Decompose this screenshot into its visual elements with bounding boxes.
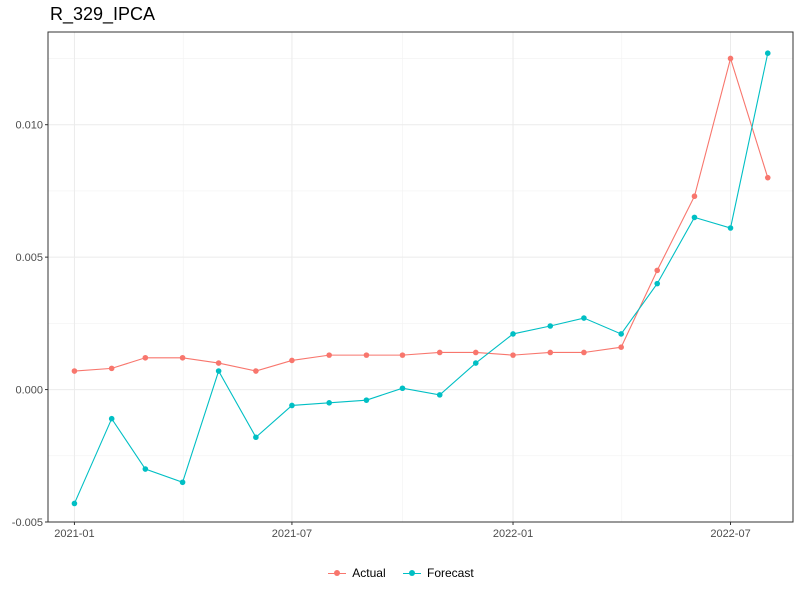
data-point-forecast: [618, 331, 624, 337]
legend-label-actual: Actual: [352, 566, 386, 580]
data-point-forecast: [71, 500, 78, 507]
data-point-forecast: [547, 323, 554, 329]
data-point-actual: [472, 349, 479, 356]
legend: Actual Forecast: [0, 566, 800, 582]
data-point-actual: [581, 349, 587, 356]
y-tick-label: 0.010: [15, 120, 43, 132]
data-point-actual: [71, 368, 78, 374]
y-tick-label: 0.000: [15, 385, 43, 397]
data-point-forecast: [472, 360, 479, 366]
data-point-actual: [618, 344, 624, 350]
data-point-forecast: [764, 50, 771, 56]
data-point-forecast: [363, 397, 370, 403]
x-tick-label: 2022-01: [493, 528, 533, 540]
data-point-actual: [436, 349, 443, 356]
data-point-actual: [326, 352, 332, 358]
y-tick-label: 0.005: [15, 252, 43, 264]
data-point-forecast: [510, 331, 516, 337]
legend-item-actual: Actual: [326, 566, 386, 580]
data-point-forecast: [179, 479, 186, 486]
data-point-forecast: [142, 466, 149, 472]
data-point-forecast: [253, 434, 259, 441]
data-point-actual: [654, 267, 661, 274]
data-point-forecast: [399, 385, 406, 392]
data-point-actual: [691, 193, 698, 200]
chart-title: R_329_IPCA: [50, 4, 156, 24]
y-tick-label: -0.005: [12, 517, 43, 529]
data-point-forecast: [326, 400, 332, 406]
data-point-forecast: [436, 392, 443, 398]
x-tick-label: 2021-01: [54, 528, 94, 540]
data-point-actual: [179, 354, 186, 361]
data-point-actual: [142, 354, 149, 361]
data-point-forecast: [108, 415, 115, 422]
data-point-actual: [363, 352, 370, 358]
x-tick-label: 2022-07: [710, 528, 750, 540]
data-point-actual: [547, 349, 554, 356]
data-point-forecast: [215, 368, 222, 374]
data-point-actual: [764, 174, 771, 181]
panel-border: [47, 31, 794, 523]
data-point-forecast: [581, 315, 587, 321]
data-point-actual: [510, 352, 516, 358]
line-chart: -0.005 0.000 0.005 0.010 2021-01 2021-07 2022-…: [12, 31, 794, 540]
data-point-actual: [399, 352, 406, 358]
x-tick-label: 2021-07: [272, 528, 312, 540]
series-line-actual: [74, 56, 769, 372]
data-point-forecast: [654, 280, 661, 287]
data-point-actual: [727, 55, 734, 62]
legend-key-forecast: [401, 567, 423, 579]
data-point-forecast: [691, 214, 698, 221]
data-point-actual: [215, 360, 222, 366]
data-point-actual: [289, 357, 295, 364]
legend-key-actual: [326, 567, 348, 579]
data-point-forecast: [289, 402, 295, 409]
data-point-forecast: [727, 225, 734, 231]
data-point-actual: [253, 368, 259, 374]
series-line-forecast: [73, 53, 769, 504]
data-point-actual: [108, 365, 115, 372]
legend-item-forecast: Forecast: [401, 566, 474, 580]
legend-label-forecast: Forecast: [427, 566, 474, 580]
